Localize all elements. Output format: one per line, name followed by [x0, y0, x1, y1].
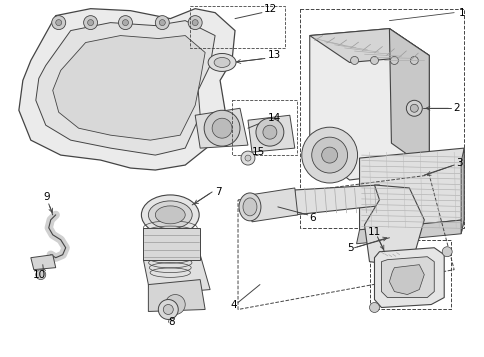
Circle shape	[163, 305, 173, 315]
Polygon shape	[309, 29, 428, 180]
Circle shape	[83, 16, 97, 30]
Circle shape	[159, 20, 165, 26]
Circle shape	[409, 104, 418, 112]
Polygon shape	[364, 185, 424, 265]
Circle shape	[321, 147, 337, 163]
Circle shape	[350, 56, 358, 65]
Polygon shape	[389, 265, 424, 295]
Polygon shape	[294, 185, 387, 215]
Polygon shape	[356, 220, 463, 244]
Text: 1: 1	[458, 7, 465, 17]
Circle shape	[212, 118, 231, 138]
Circle shape	[256, 118, 283, 146]
Circle shape	[188, 16, 202, 30]
Ellipse shape	[148, 201, 192, 229]
Circle shape	[409, 56, 418, 65]
Text: 7: 7	[215, 187, 221, 197]
Text: 14: 14	[267, 113, 281, 123]
Text: 10: 10	[33, 270, 46, 280]
Circle shape	[165, 295, 185, 315]
Ellipse shape	[242, 198, 257, 216]
Circle shape	[118, 16, 132, 30]
Text: 8: 8	[168, 317, 175, 327]
Text: 9: 9	[44, 192, 50, 202]
Circle shape	[390, 56, 397, 65]
Ellipse shape	[239, 193, 260, 221]
Circle shape	[56, 20, 61, 26]
Polygon shape	[374, 248, 443, 307]
Polygon shape	[31, 255, 56, 270]
Polygon shape	[460, 148, 463, 234]
Polygon shape	[381, 257, 433, 297]
Text: 12: 12	[263, 4, 276, 14]
Circle shape	[370, 56, 378, 65]
Text: 3: 3	[455, 158, 462, 168]
Polygon shape	[359, 148, 463, 230]
Text: 11: 11	[367, 227, 380, 237]
Polygon shape	[247, 115, 294, 152]
Circle shape	[158, 300, 178, 320]
Text: 15: 15	[252, 147, 265, 157]
Polygon shape	[143, 228, 200, 260]
Ellipse shape	[213, 57, 229, 67]
Polygon shape	[148, 280, 205, 311]
Bar	[231, 100, 296, 155]
Bar	[299, 9, 463, 228]
Circle shape	[88, 20, 93, 26]
Circle shape	[122, 20, 128, 26]
Circle shape	[406, 100, 422, 116]
Polygon shape	[389, 29, 428, 170]
Circle shape	[36, 270, 45, 280]
Polygon shape	[36, 21, 215, 155]
Text: 6: 6	[309, 213, 316, 223]
Circle shape	[244, 155, 250, 161]
Text: 5: 5	[347, 243, 353, 253]
Polygon shape	[19, 9, 235, 170]
Circle shape	[241, 151, 255, 165]
Text: 4: 4	[230, 300, 237, 310]
Polygon shape	[195, 108, 247, 148]
Circle shape	[192, 20, 198, 26]
Polygon shape	[249, 188, 297, 222]
Bar	[369, 240, 450, 310]
Circle shape	[204, 110, 240, 146]
Ellipse shape	[141, 195, 199, 235]
Bar	[190, 6, 284, 47]
Polygon shape	[309, 29, 428, 62]
Circle shape	[262, 125, 276, 139]
Polygon shape	[143, 255, 210, 295]
Polygon shape	[53, 36, 205, 140]
Circle shape	[301, 127, 357, 183]
Text: 13: 13	[267, 50, 281, 60]
Ellipse shape	[155, 206, 185, 224]
Ellipse shape	[208, 54, 236, 71]
Circle shape	[52, 16, 65, 30]
Circle shape	[311, 137, 347, 173]
Circle shape	[155, 16, 169, 30]
Circle shape	[441, 247, 451, 257]
Circle shape	[369, 302, 378, 312]
Text: 2: 2	[452, 103, 459, 113]
